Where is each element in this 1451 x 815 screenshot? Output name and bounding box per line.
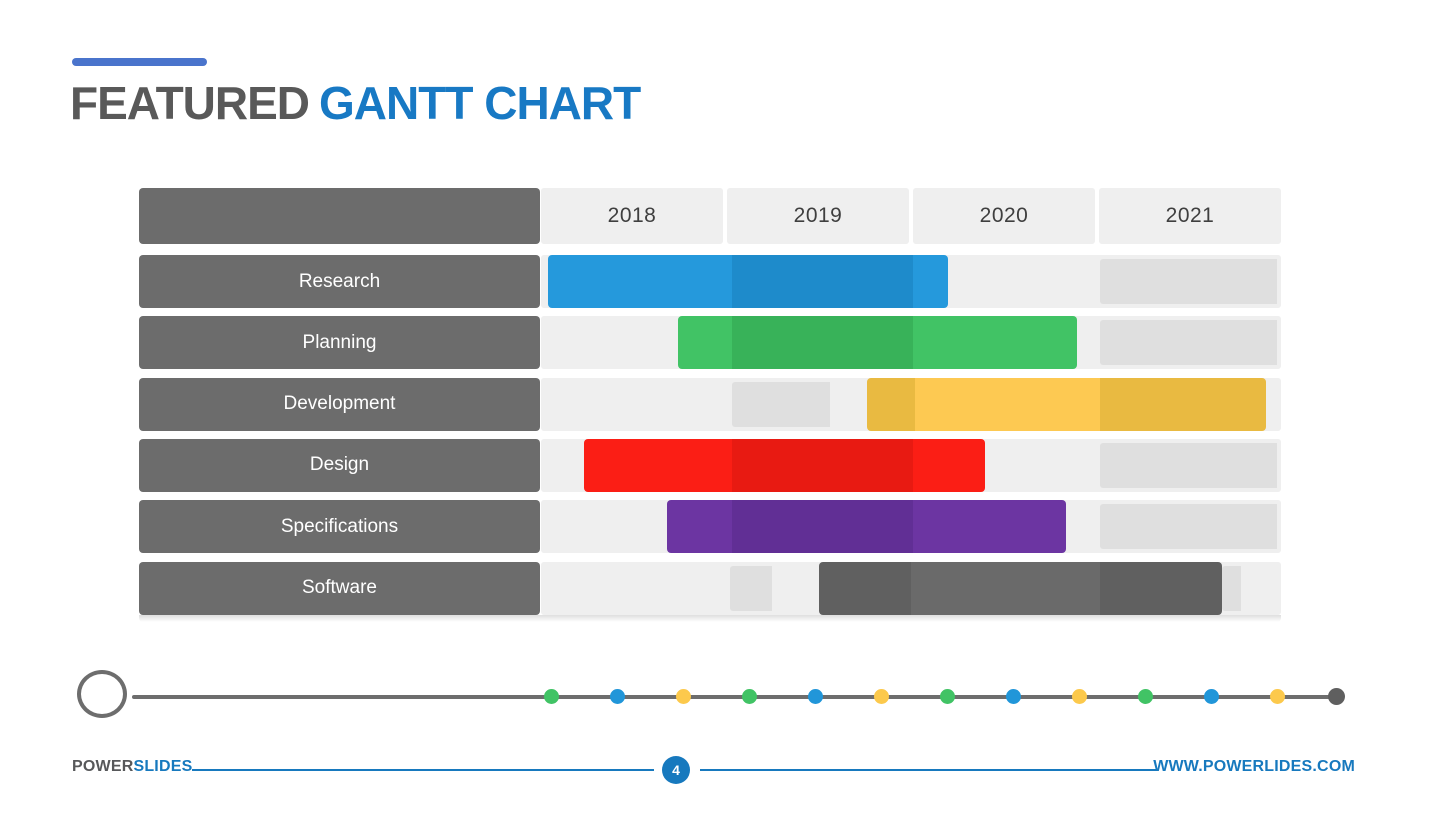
timeline-dot: [610, 689, 625, 704]
gantt-placeholder-bar: [729, 565, 819, 611]
timeline-dot: [544, 689, 559, 704]
year-header-row: 2018 2019 2020 2021: [541, 188, 1281, 244]
brand-logo: POWERSLIDES: [72, 758, 192, 776]
task-row: Planning: [139, 316, 1281, 370]
year-header-2019: 2019: [727, 188, 909, 244]
task-row: Software: [139, 561, 1281, 615]
bar-segment: [731, 500, 913, 554]
bar-segment: [731, 316, 913, 370]
page-number-badge: 4: [662, 756, 690, 784]
task-row: Specifications: [139, 500, 1281, 554]
timeline-dot: [1270, 689, 1285, 704]
task-label: Specifications: [139, 500, 540, 554]
bar-segment: [912, 255, 948, 308]
timeline-dot: [1006, 689, 1021, 704]
title-accent-bar: [72, 58, 207, 66]
gantt-placeholder-bar: [1099, 320, 1281, 366]
timeline-dot: [940, 689, 955, 704]
footer-url: WWW.POWERLIDES.COM: [1153, 758, 1355, 775]
gantt-strip: [541, 500, 1281, 554]
timeline-dot: [1204, 689, 1219, 704]
bar-segment: [583, 438, 732, 492]
year-header-2018: 2018: [541, 188, 723, 244]
page-title-gray: FEATURED: [70, 77, 310, 129]
brand-logo-blue: SLIDES: [133, 758, 193, 775]
bar-segment: [731, 438, 913, 492]
gantt-strip: [541, 561, 1281, 615]
brand-logo-gray: POWER: [72, 758, 134, 775]
gantt-header-row: 2018 2019 2020 2021: [139, 188, 1281, 244]
gantt-placeholder-bar: [1221, 565, 1281, 611]
timeline-dot: [874, 689, 889, 704]
gantt-table: 2018 2019 2020 2021 Research Planning Develop…: [139, 188, 1281, 615]
gantt-bar: [666, 500, 1067, 554]
bar-segment: [666, 500, 732, 554]
gantt-bar: [866, 377, 1267, 431]
bar-segment: [1099, 561, 1222, 615]
task-row: Research: [139, 255, 1281, 308]
gantt-strip: [541, 255, 1281, 308]
timeline-line: [132, 695, 1337, 699]
timeline-dot: [808, 689, 823, 704]
year-header-2020: 2020: [913, 188, 1095, 244]
gantt-bar: [818, 561, 1222, 615]
timeline-dot: [1072, 689, 1087, 704]
gantt-placeholder-bar: [1099, 259, 1281, 304]
bar-segment: [1099, 259, 1278, 304]
bar-segment: [866, 377, 915, 431]
task-row: Design: [139, 438, 1281, 492]
gantt-strip: [541, 377, 1281, 431]
bar-segment: [1099, 442, 1278, 488]
bar-segment: [729, 565, 773, 611]
year-header-2021: 2021: [1099, 188, 1281, 244]
task-label: Design: [139, 438, 540, 492]
page-title: FEATURED GANTT CHART: [70, 76, 641, 130]
gantt-bar: [583, 438, 985, 492]
gantt-bar: [548, 255, 948, 308]
bar-segment: [731, 255, 913, 308]
bar-segment: [1099, 320, 1278, 366]
gantt-strip: [541, 316, 1281, 370]
bar-segment: [677, 316, 732, 370]
bar-segment: [911, 561, 1100, 615]
bar-segment: [912, 316, 1078, 370]
task-label: Development: [139, 377, 540, 431]
task-label: Research: [139, 255, 540, 308]
footer-divider-left: [192, 769, 654, 771]
bar-segment: [818, 561, 911, 615]
timeline-dot: [676, 689, 691, 704]
timeline-dot: [742, 689, 757, 704]
bar-segment: [1099, 504, 1278, 550]
bar-segment: [912, 438, 985, 492]
bar-segment: [548, 255, 732, 308]
timeline-start-circle: [77, 670, 127, 718]
bar-segment: [914, 377, 1100, 431]
task-label: Planning: [139, 316, 540, 370]
task-label: Software: [139, 561, 540, 615]
task-row: Development: [139, 377, 1281, 431]
gantt-bar: [677, 316, 1078, 370]
bar-segment: [731, 381, 831, 427]
gantt-placeholder-bar: [1099, 442, 1281, 488]
timeline-end-dot: [1328, 688, 1345, 705]
bar-segment: [1221, 565, 1241, 611]
bar-segment: [912, 500, 1067, 554]
gantt-strip: [541, 438, 1281, 492]
timeline-dot: [1138, 689, 1153, 704]
gantt-placeholder-bar: [1099, 504, 1281, 550]
page-title-blue: GANTT CHART: [319, 77, 641, 129]
gantt-placeholder-bar: [731, 381, 867, 427]
footer-divider-right: [700, 769, 1158, 771]
bar-segment: [1099, 377, 1267, 431]
gantt-corner-cell: [139, 188, 540, 244]
table-shadow: [139, 615, 1281, 622]
